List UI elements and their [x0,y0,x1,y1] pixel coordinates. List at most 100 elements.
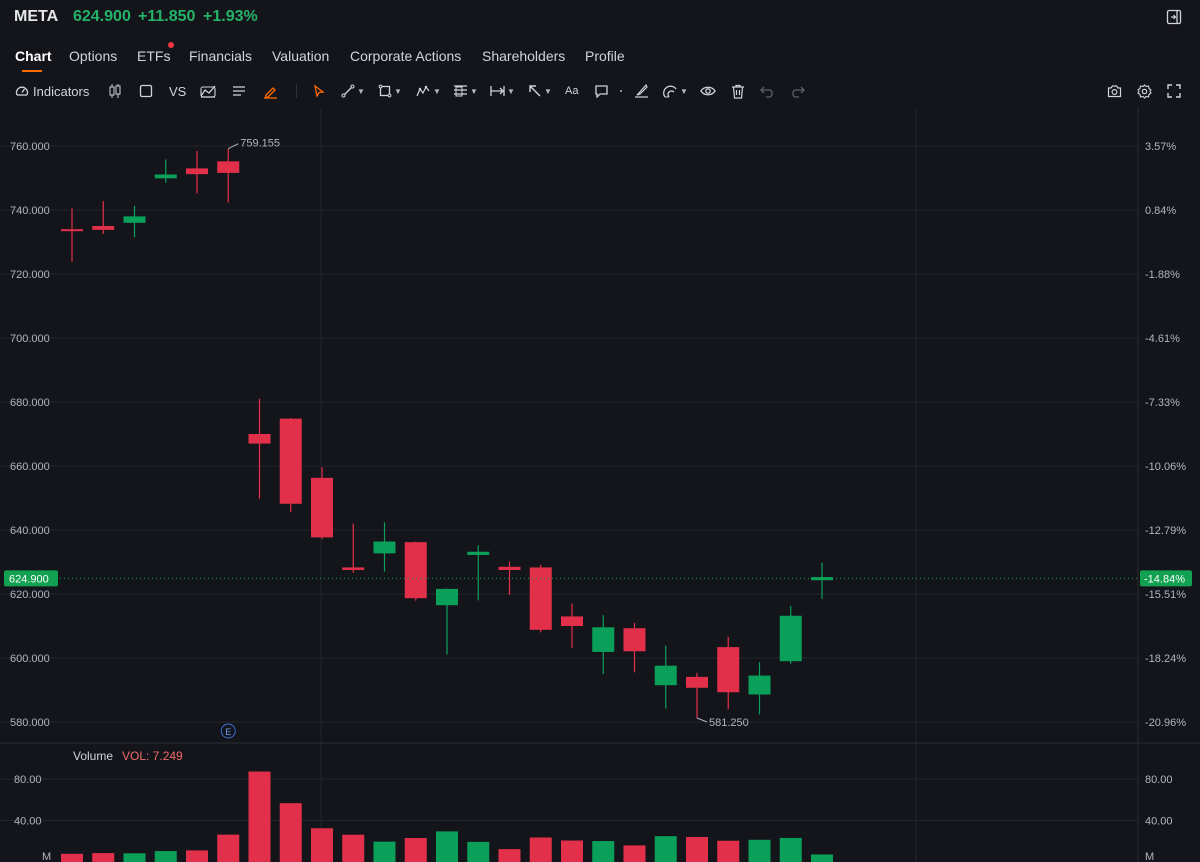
candlesticks [61,148,833,718]
tab-chart[interactable]: Chart [15,48,52,64]
percent-tick-label: -7.33% [1145,397,1180,409]
delete-drawings-button[interactable] [731,81,745,101]
fibonacci-icon [454,85,467,97]
last-price-tag [4,570,58,587]
last-percent-tag-label: -14.84% [1144,573,1185,585]
arrow-tool-button[interactable]: ▼ [528,81,552,101]
candlestick-icon [109,84,121,98]
trendline-tool-button[interactable]: ▼ [341,81,365,101]
grid-lines [0,108,1200,862]
gear-icon [1137,83,1152,99]
last-price-tag-label: 624.900 [9,573,49,585]
candle-body [279,418,302,504]
pattern-tool-button[interactable]: ▼ [416,81,441,101]
magnet-icon [663,85,677,97]
candle-body [311,477,333,538]
collapse-panel-icon[interactable] [1166,9,1182,25]
volume-tick-label-right: 40.00 [1145,816,1173,828]
undo-button[interactable] [760,81,775,101]
chevron-down-icon: ▼ [680,86,688,96]
visibility-button[interactable] [700,81,716,101]
active-tab-indicator [22,70,42,72]
volume-bar [92,853,115,862]
chevron-down-icon: ▼ [470,86,478,96]
ticker-symbol: META [14,8,59,25]
fibonacci-tool-button[interactable]: ▼ [453,81,478,101]
axis-labels: 760.000 3.57% 740.000 0.84% 720.000 -1.88% 700… [4,138,1192,862]
volume-bar [373,841,396,862]
main-tabs: Chart Options ETFs Financials Valuation … [0,42,1200,72]
undo-icon [760,86,773,98]
gauge-icon [15,86,29,96]
lines-icon [233,86,245,96]
shape-tool-button[interactable]: ▼ [378,81,402,101]
notification-dot [168,42,174,48]
fullscreen-button[interactable] [1167,81,1181,101]
eraser-tool-button[interactable] [634,81,649,101]
measure-tool-button[interactable]: ▼ [490,81,515,101]
volume-bar [654,836,677,862]
tab-valuation[interactable]: Valuation [272,48,330,64]
volume-bar [404,838,427,862]
percent-tick-label: -15.51% [1145,589,1186,601]
redo-button[interactable] [790,81,805,101]
percent-tick-label: -18.24% [1145,653,1186,665]
percent-tick-label: 3.57% [1145,141,1176,153]
chevron-down-icon: ▼ [544,86,552,96]
volume-bar [498,849,521,862]
screenshot-button[interactable] [1107,81,1122,101]
square-icon [139,84,153,98]
settings-button[interactable] [1137,81,1152,101]
volume-indicator-value: VOL: 7.249 [122,749,183,763]
percent-tick-label: -20.96% [1145,717,1186,729]
template-button[interactable] [232,81,246,101]
comment-tool-button[interactable] [594,81,609,101]
cursor-tool-button[interactable] [312,81,326,101]
candle-body [654,665,677,686]
volume-title: Volume [73,749,113,763]
indicators-button[interactable]: Indicators [15,81,89,101]
text-tool-button[interactable]: Aa [565,81,578,101]
tab-options[interactable]: Options [69,48,118,64]
volume-bar [623,845,646,862]
tab-profile[interactable]: Profile [585,48,625,64]
candle-body [61,229,83,232]
high-price-label: 759.155 [240,138,280,150]
more-tools-dot[interactable] [619,81,623,101]
indicators-label: Indicators [33,83,90,99]
tab-corporate-actions[interactable]: Corporate Actions [350,48,462,64]
eye-icon [700,86,716,96]
candle-body [467,551,490,555]
chart-layout-button[interactable] [139,81,153,101]
earnings-marker-label: E [225,727,231,737]
chevron-down-icon: ▼ [507,86,515,96]
volume-bar [529,837,552,862]
volume-tick-label-right: 80.00 [1145,774,1173,786]
last-percent-tag [1140,570,1192,587]
percent-tick-label: -12.79% [1145,525,1186,537]
drawing-tools-button[interactable] [263,81,278,101]
volume-bar [779,837,802,862]
candle-body [748,675,771,695]
candle-body [592,627,615,652]
tab-shareholders[interactable]: Shareholders [482,48,566,64]
volume-bar [436,831,458,862]
redo-icon [792,86,805,98]
tab-etfs[interactable]: ETFs [137,48,171,64]
compare-button[interactable]: VS [169,81,186,101]
chart-style-button[interactable] [200,81,216,101]
volume-bar [61,853,83,862]
y-tick-label: 660.000 [10,461,50,473]
candle-body [342,567,365,570]
fullscreen-icon [1167,84,1181,98]
candle-type-button[interactable] [107,81,123,101]
text-tool-label: Aa [565,85,579,97]
candle-body [217,161,240,173]
tab-financials[interactable]: Financials [189,48,253,64]
high-leader-line [228,143,239,150]
y-tick-label: 620.000 [10,589,50,601]
magic-tool-button[interactable]: ▼ [663,81,688,101]
quote-header: META 624.900 +11.850 +1.93% [0,0,1200,36]
cursor-icon [314,84,325,98]
